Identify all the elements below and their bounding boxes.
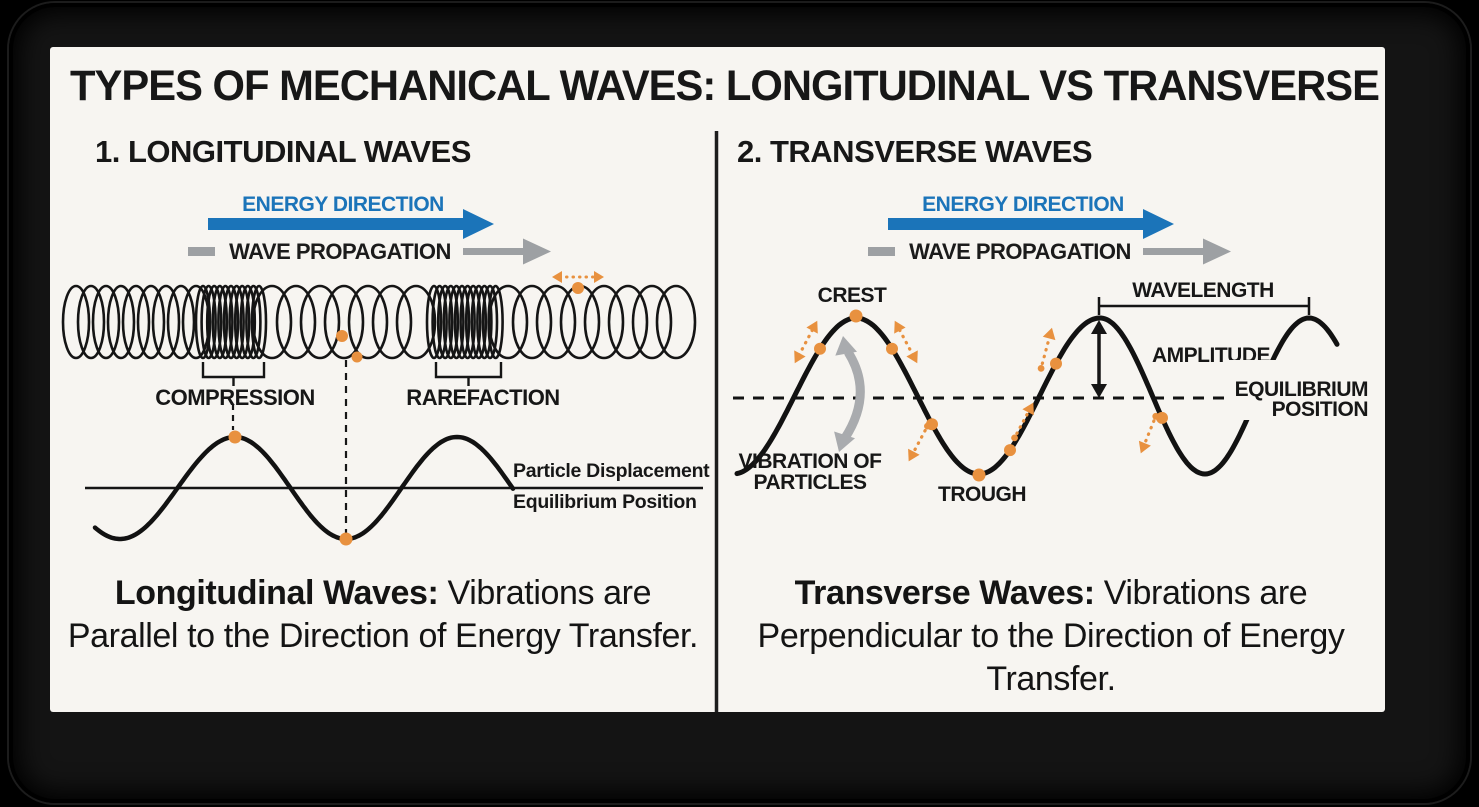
vibration-line1: VIBRATION OF <box>738 450 882 473</box>
vibration-line2: PARTICLES <box>753 471 867 494</box>
wavelength-label: WAVELENGTH <box>1132 279 1274 302</box>
energy-direction-label-left: ENERGY DIRECTION <box>242 193 444 216</box>
longitudinal-caption-rest: Vibrations are Parallel to the Direction… <box>67 574 699 655</box>
crest-label: CREST <box>817 284 887 307</box>
equilibrium-word: EQUILIBRIUM <box>1234 378 1369 401</box>
particle-displacement-label: Particle Displacement <box>513 460 710 482</box>
longitudinal-heading: 1. LONGITUDINAL WAVES <box>95 134 471 169</box>
energy-direction-label-right: ENERGY DIRECTION <box>922 193 1124 216</box>
transverse-caption-rest: Vibrations are Perpendicular to the Dire… <box>757 574 1345 698</box>
transverse-caption-lead: Transverse Waves: <box>794 574 1095 612</box>
transverse-caption: Transverse Waves: Vibrations are Perpend… <box>731 572 1371 701</box>
vibration-of-particles-label: VIBRATION OF PARTICLES <box>739 451 882 493</box>
wave-propagation-label-right: WAVE PROPAGATION <box>909 239 1131 264</box>
equilibrium-position-label-right: EQUILIBRIUM POSITION <box>1228 360 1369 421</box>
equilibrium-position-label-left: Equilibrium Position <box>513 491 697 513</box>
rarefaction-label: RAREFACTION <box>406 385 560 410</box>
position-word: POSITION <box>1271 398 1369 421</box>
longitudinal-caption-lead: Longitudinal Waves: <box>114 574 439 612</box>
wave-propagation-label-left: WAVE PROPAGATION <box>229 239 451 264</box>
compression-label: COMPRESSION <box>155 385 315 410</box>
page-title: TYPES OF MECHANICAL WAVES: LONGITUDINAL … <box>70 62 1380 110</box>
longitudinal-caption: Longitudinal Waves: Vibrations are Paral… <box>63 572 703 658</box>
trough-label: TROUGH <box>938 483 1027 506</box>
transverse-heading: 2. TRANSVERSE WAVES <box>737 134 1093 169</box>
